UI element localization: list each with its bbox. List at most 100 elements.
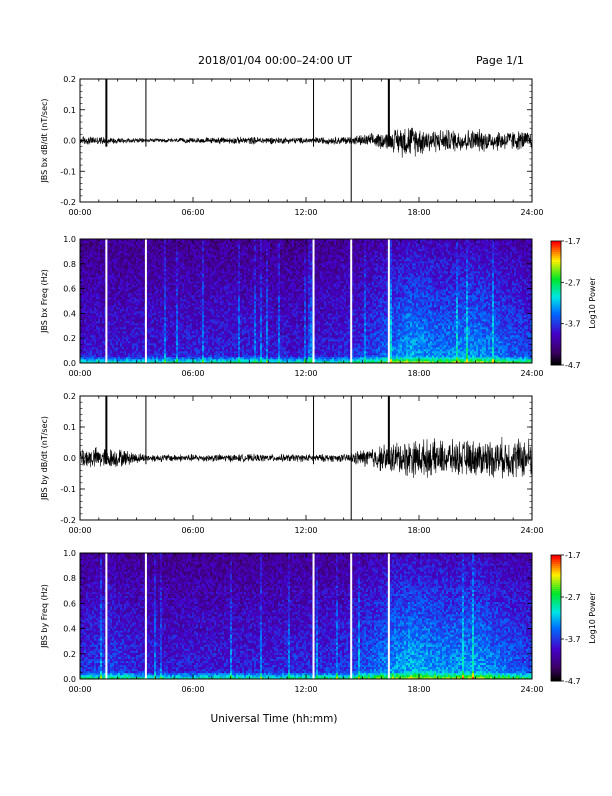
spectrogram-cell [172,275,174,277]
spectrogram-cell [162,265,164,267]
spectrogram-cell [138,259,140,261]
spectrogram-cell [118,293,120,295]
spectrogram-cell [126,295,128,297]
spectrogram-cell [132,257,134,259]
spectrogram-cell [90,259,92,261]
spectrogram-cell [102,327,104,329]
spectrogram-cell [232,293,234,295]
spectrogram-cell [164,287,166,289]
spectrogram-cell [172,347,174,349]
spectrogram-cell [148,353,150,355]
spectrogram-cell [84,333,86,335]
spectrogram-cell [230,275,232,277]
spectrogram-cell [182,315,184,317]
spectrogram-cell [234,345,236,347]
spectrogram-cell [136,315,138,317]
spectrogram-cell [226,273,228,275]
spectrogram-cell [204,321,206,323]
spectrogram-cell [152,319,154,321]
spectrogram-cell [166,319,168,321]
spectrogram-cell [202,317,204,319]
spectrogram-cell [122,259,124,261]
spectrogram-cell [226,323,228,325]
spectrogram-cell [224,299,226,301]
spectrogram-cell [214,305,216,307]
spectrogram-cell [150,353,152,355]
spectrogram-cell [130,307,132,309]
spectrogram-cell [222,273,224,275]
spectrogram-cell [156,295,158,297]
spectrogram-cell [118,315,120,317]
spectrogram-cell [94,287,96,289]
spectrogram-cell [126,307,128,309]
spectrogram-cell [204,287,206,289]
spectrogram-cell [126,299,128,301]
spectrogram-cell [232,317,234,319]
spectrogram-cell [112,313,114,315]
spectrogram-cell [128,271,130,273]
spectrogram-cell [188,343,190,345]
spectrogram-cell [166,277,168,279]
spectrogram-cell [202,307,204,309]
spectrogram-cell [84,255,86,257]
spectrogram-cell [122,275,124,277]
spectrogram-cell [86,293,88,295]
spectrogram-cell [226,311,228,313]
spectrogram-cell [102,311,104,313]
spectrogram-cell [234,287,236,289]
spectrogram-cell [180,295,182,297]
spectrogram-cell [158,351,160,353]
spectrogram-cell [132,279,134,281]
spectrogram-cell [182,255,184,257]
spectrogram-cell [100,309,102,311]
spectrogram-cell [194,261,196,263]
spectrogram-cell [158,275,160,277]
spectrogram-cell [116,255,118,257]
spectrogram-cell [228,247,230,249]
spectrogram-cell [220,253,222,255]
spectrogram-cell [176,273,178,275]
spectrogram-cell [200,339,202,341]
spectrogram-cell [196,355,198,357]
spectrogram-cell [214,331,216,333]
spectrogram-cell [228,273,230,275]
spectrogram-cell [232,241,234,243]
spectrogram-cell [84,307,86,309]
spectrogram-cell [116,305,118,307]
spectrogram-cell [234,313,236,315]
spectrogram-cell [168,319,170,321]
spectrogram-cell [220,309,222,311]
spectrogram-cell [200,317,202,319]
spectrogram-cell [162,285,164,287]
spectrogram-cell [82,285,84,287]
spectrogram-cell [192,249,194,251]
spectrogram-cell [142,259,144,261]
spectrogram-cell [152,339,154,341]
spectrogram-cell [142,287,144,289]
spectrogram-cell [166,281,168,283]
spectrogram-cell [220,317,222,319]
spectrogram-cell [126,257,128,259]
spectrogram-cell [130,357,132,359]
spectrogram-cell [228,349,230,351]
spectrogram-cell [122,359,124,361]
spectrogram-cell [154,345,156,347]
spectrogram-cell [128,289,130,291]
spectrogram-cell [166,289,168,291]
spectrogram-cell [184,301,186,303]
spectrogram-cell [228,313,230,315]
spectrogram-cell [160,285,162,287]
spectrogram-cell [164,349,166,351]
spectrogram-cell [90,267,92,269]
spectrogram-cell [216,313,218,315]
spectrogram-cell [232,355,234,357]
spectrogram-cell [112,303,114,305]
spectrogram-cell [222,319,224,321]
spectrogram-cell [126,353,128,355]
spectrogram-cell [128,241,130,243]
spectrogram-cell [164,295,166,297]
spectrogram-cell [88,275,90,277]
spectrogram-cell [136,319,138,321]
spectrogram-cell [84,277,86,279]
spectrogram-cell [212,287,214,289]
